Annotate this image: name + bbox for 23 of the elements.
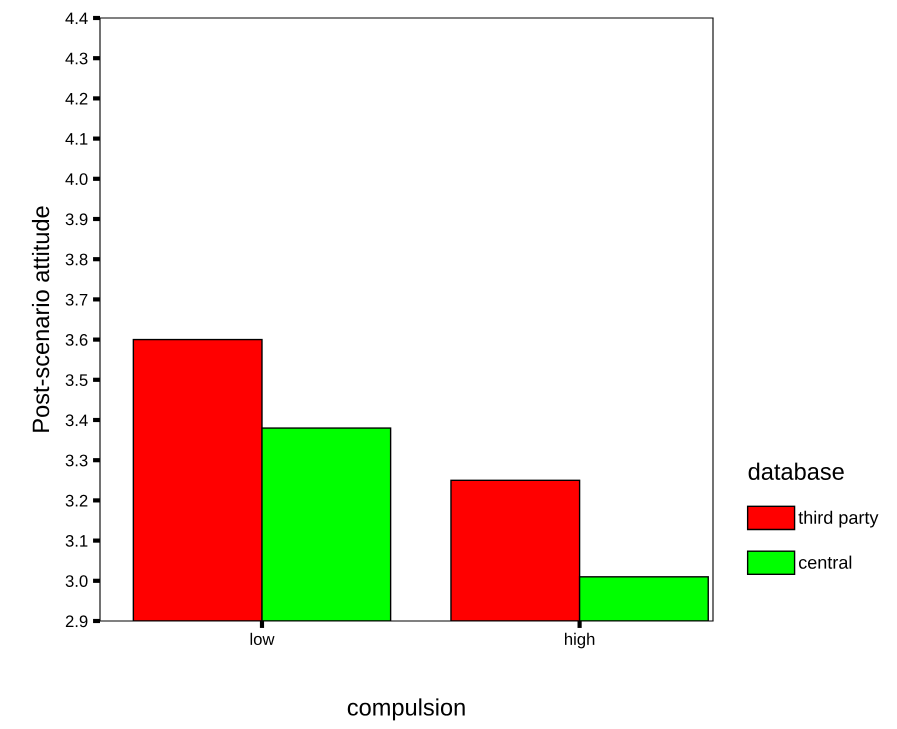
y-tick-label: 3.0: [66, 575, 88, 588]
y-tick-label: 4.4: [65, 12, 88, 24]
y-tick-label: 4.3: [65, 52, 88, 64]
legend-label: central: [798, 556, 852, 569]
x-axis-title: compulsion: [348, 698, 465, 720]
y-tick-label: 2.9: [66, 615, 88, 628]
y-tick-label: 3.4: [66, 414, 88, 426]
x-tick-label: low: [250, 632, 275, 646]
y-axis-title: Post-scenario attitude: [32, 206, 50, 432]
x-tick-label: high: [565, 632, 594, 648]
y-tick-label: 3.8: [66, 254, 88, 266]
y-tick-label: 3.1: [66, 535, 88, 547]
y-tick-label: 3.5: [66, 374, 88, 386]
y-tick-label: 3.6: [66, 334, 88, 346]
y-tick-label: 4.1: [65, 133, 88, 145]
y-tick-label: 4.2: [65, 92, 88, 104]
legend-title: database: [748, 462, 844, 480]
legend-label: third party: [798, 510, 878, 528]
y-tick-label: 3.9: [66, 213, 88, 226]
y-tick-label: 3.2: [66, 494, 88, 507]
y-tick-label: 3.7: [66, 294, 88, 306]
y-tick-label: 4.0: [65, 173, 88, 186]
y-tick-label: 3.3: [66, 454, 88, 466]
